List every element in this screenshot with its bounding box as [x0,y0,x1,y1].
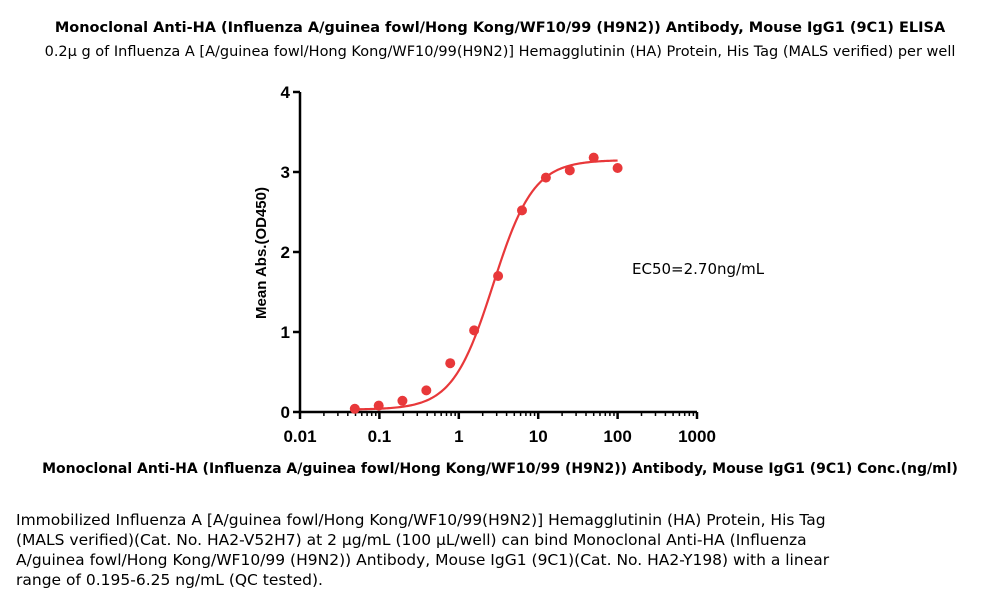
caption-line: range of 0.195-6.25 ng/mL (QC tested). [16,571,323,589]
fit-curve [354,159,618,411]
data-point [540,172,551,183]
y-axis-label: Mean Abs.(OD450) [253,187,270,319]
x-tick-label: 0.1 [368,427,392,446]
chart-title: Monoclonal Anti-HA (Influenza A/guinea f… [54,20,946,36]
data-point [588,152,599,163]
figure-caption: Immobilized Influenza A [A/guinea fowl/H… [16,510,916,590]
data-point [349,403,360,414]
data-point [516,205,527,216]
chart-axes: 0 1 2 3 4 0.01 0.1 1 10 100 1000 [281,83,716,446]
data-point [445,358,456,369]
data-point [397,395,408,406]
x-axis-label: Monoclonal Anti-HA (Influenza A/guinea f… [42,461,958,477]
x-tick-label: 1 [454,427,463,446]
data-point [612,163,623,173]
caption-line: A/guinea fowl/Hong Kong/WF10/99 (H9N2)) … [16,551,830,569]
caption-line: (MALS verified)(Cat. No. HA2-V52H7) at 2… [16,531,807,549]
caption-line: Immobilized Influenza A [A/guinea fowl/H… [16,511,826,529]
data-point [421,385,432,396]
x-tick-label: 1000 [678,427,716,446]
data-point [564,165,575,176]
x-tick-label: 0.01 [283,427,316,446]
ec50-annotation: EC50=2.70ng/mL [632,260,765,278]
y-tick-label: 4 [281,83,291,102]
y-tick-label: 3 [281,163,290,182]
y-tick-label: 1 [281,323,290,342]
x-tick-label: 100 [603,427,631,446]
data-point [373,400,384,411]
y-tick-label: 0 [281,403,290,422]
y-tick-label: 2 [281,243,290,262]
fit-curve-layer [354,159,618,411]
data-points-layer [349,152,623,414]
x-tick-label: 10 [529,427,548,446]
chart-subtitle: 0.2μ g of Influenza A [A/guinea fowl/Hon… [44,44,956,60]
data-point [493,271,504,281]
data-point [469,325,480,336]
